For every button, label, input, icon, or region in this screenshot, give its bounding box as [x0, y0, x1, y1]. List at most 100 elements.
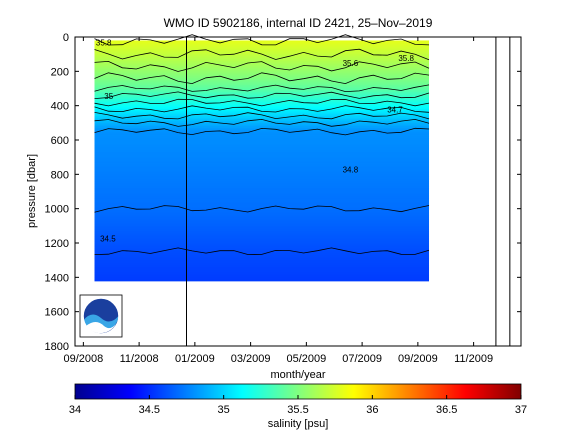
field-band [94, 237, 430, 241]
field-band [94, 62, 430, 66]
x-axis-label: month/year [270, 369, 325, 381]
field-band [94, 112, 430, 115]
field-band [94, 69, 430, 72]
contour-label: 35.6 [343, 59, 359, 68]
field-band [94, 140, 430, 143]
field-band [94, 61, 430, 64]
contour-line [94, 105, 430, 113]
field-band [94, 121, 430, 124]
field-band [94, 208, 430, 211]
field-band [94, 218, 430, 222]
field-band [94, 193, 430, 196]
field-band [94, 261, 430, 265]
field-band [94, 273, 430, 277]
field-band [94, 234, 430, 237]
field-band [94, 184, 430, 187]
field-band [94, 249, 430, 253]
contour-label: 34.5 [100, 234, 116, 243]
field-band [94, 50, 430, 54]
colorbar-tick-label: 34 [69, 404, 81, 416]
field-band [94, 172, 430, 175]
field-band [94, 277, 430, 280]
field-band [94, 54, 430, 57]
field-band [94, 196, 430, 199]
salinity-field [94, 40, 430, 282]
plot-frame [74, 36, 522, 347]
y-tick-label: 800 [51, 169, 69, 181]
field-band [94, 52, 430, 55]
field-band [94, 217, 430, 220]
field-band [94, 155, 430, 158]
contour-label: 35.8 [96, 39, 112, 48]
field-band [94, 97, 430, 100]
field-band [94, 129, 430, 133]
contour-line [94, 84, 430, 93]
field-band [94, 201, 430, 205]
field-band [94, 232, 430, 236]
contour-label: 35.8 [398, 54, 414, 63]
field-band [94, 126, 430, 129]
y-tick-label: 600 [51, 135, 69, 147]
field-band [94, 210, 430, 213]
contour-label: 34.7 [387, 106, 403, 115]
field-band [94, 212, 430, 215]
contour-line [94, 205, 430, 213]
field-band [94, 158, 430, 162]
field-band [94, 236, 430, 239]
field-band [94, 230, 430, 234]
field-band [94, 170, 430, 174]
field-band [94, 134, 430, 138]
field-band [94, 107, 430, 110]
field-band [94, 268, 430, 272]
field-band [94, 55, 430, 59]
field-band [94, 246, 430, 249]
field-band [94, 93, 430, 96]
field-band [94, 64, 430, 67]
x-axis-ticks: 09/2008 11/2008 01/2009 03/2009 05/2009 07/20… [63, 37, 493, 365]
contour-line [94, 98, 430, 107]
field-band [94, 174, 430, 177]
contour-line [94, 34, 430, 46]
field-band [94, 86, 430, 90]
field-band [94, 91, 430, 95]
y-tick-label: 1200 [45, 238, 69, 250]
field-band [94, 95, 430, 98]
contour-line [94, 60, 430, 72]
field-band [94, 167, 430, 170]
field-band [94, 153, 430, 157]
contour-label: 34.8 [343, 166, 359, 175]
field-band [94, 152, 430, 155]
field-band [94, 251, 430, 254]
field-band [94, 81, 430, 84]
field-band [94, 241, 430, 244]
field-band [94, 73, 430, 76]
field-band [94, 47, 430, 50]
field-band [94, 100, 430, 103]
contour-label: 35 [104, 92, 113, 101]
y-tick-label: 1400 [45, 272, 69, 284]
contour-line [94, 112, 430, 120]
field-band [94, 66, 430, 69]
field-band [94, 198, 430, 201]
field-band [94, 225, 430, 229]
field-band [94, 220, 430, 223]
y-axis-ticks: 0 200 400 600 800 1000 1200 1400 1600 1800 [45, 32, 521, 353]
colorbar-tick-label: 35.5 [287, 404, 308, 416]
x-tick-label: 07/2009 [342, 353, 382, 365]
field-band [94, 78, 430, 81]
field-band [94, 119, 430, 122]
field-band [94, 42, 430, 45]
field-band [94, 133, 430, 136]
contour-line [94, 48, 430, 61]
field-band [94, 215, 430, 218]
field-band [94, 90, 430, 93]
plot-area: 35.8 35.6 35.8 35 34.7 34.8 34.5 09/2008 11/200… [45, 32, 522, 365]
field-band [94, 157, 430, 160]
field-band [94, 222, 430, 225]
field-band [94, 189, 430, 193]
colorbar-tick-label: 36 [366, 404, 378, 416]
field-band [94, 138, 430, 141]
field-band [94, 110, 430, 114]
contour-line [94, 72, 430, 85]
field-band [94, 177, 430, 181]
